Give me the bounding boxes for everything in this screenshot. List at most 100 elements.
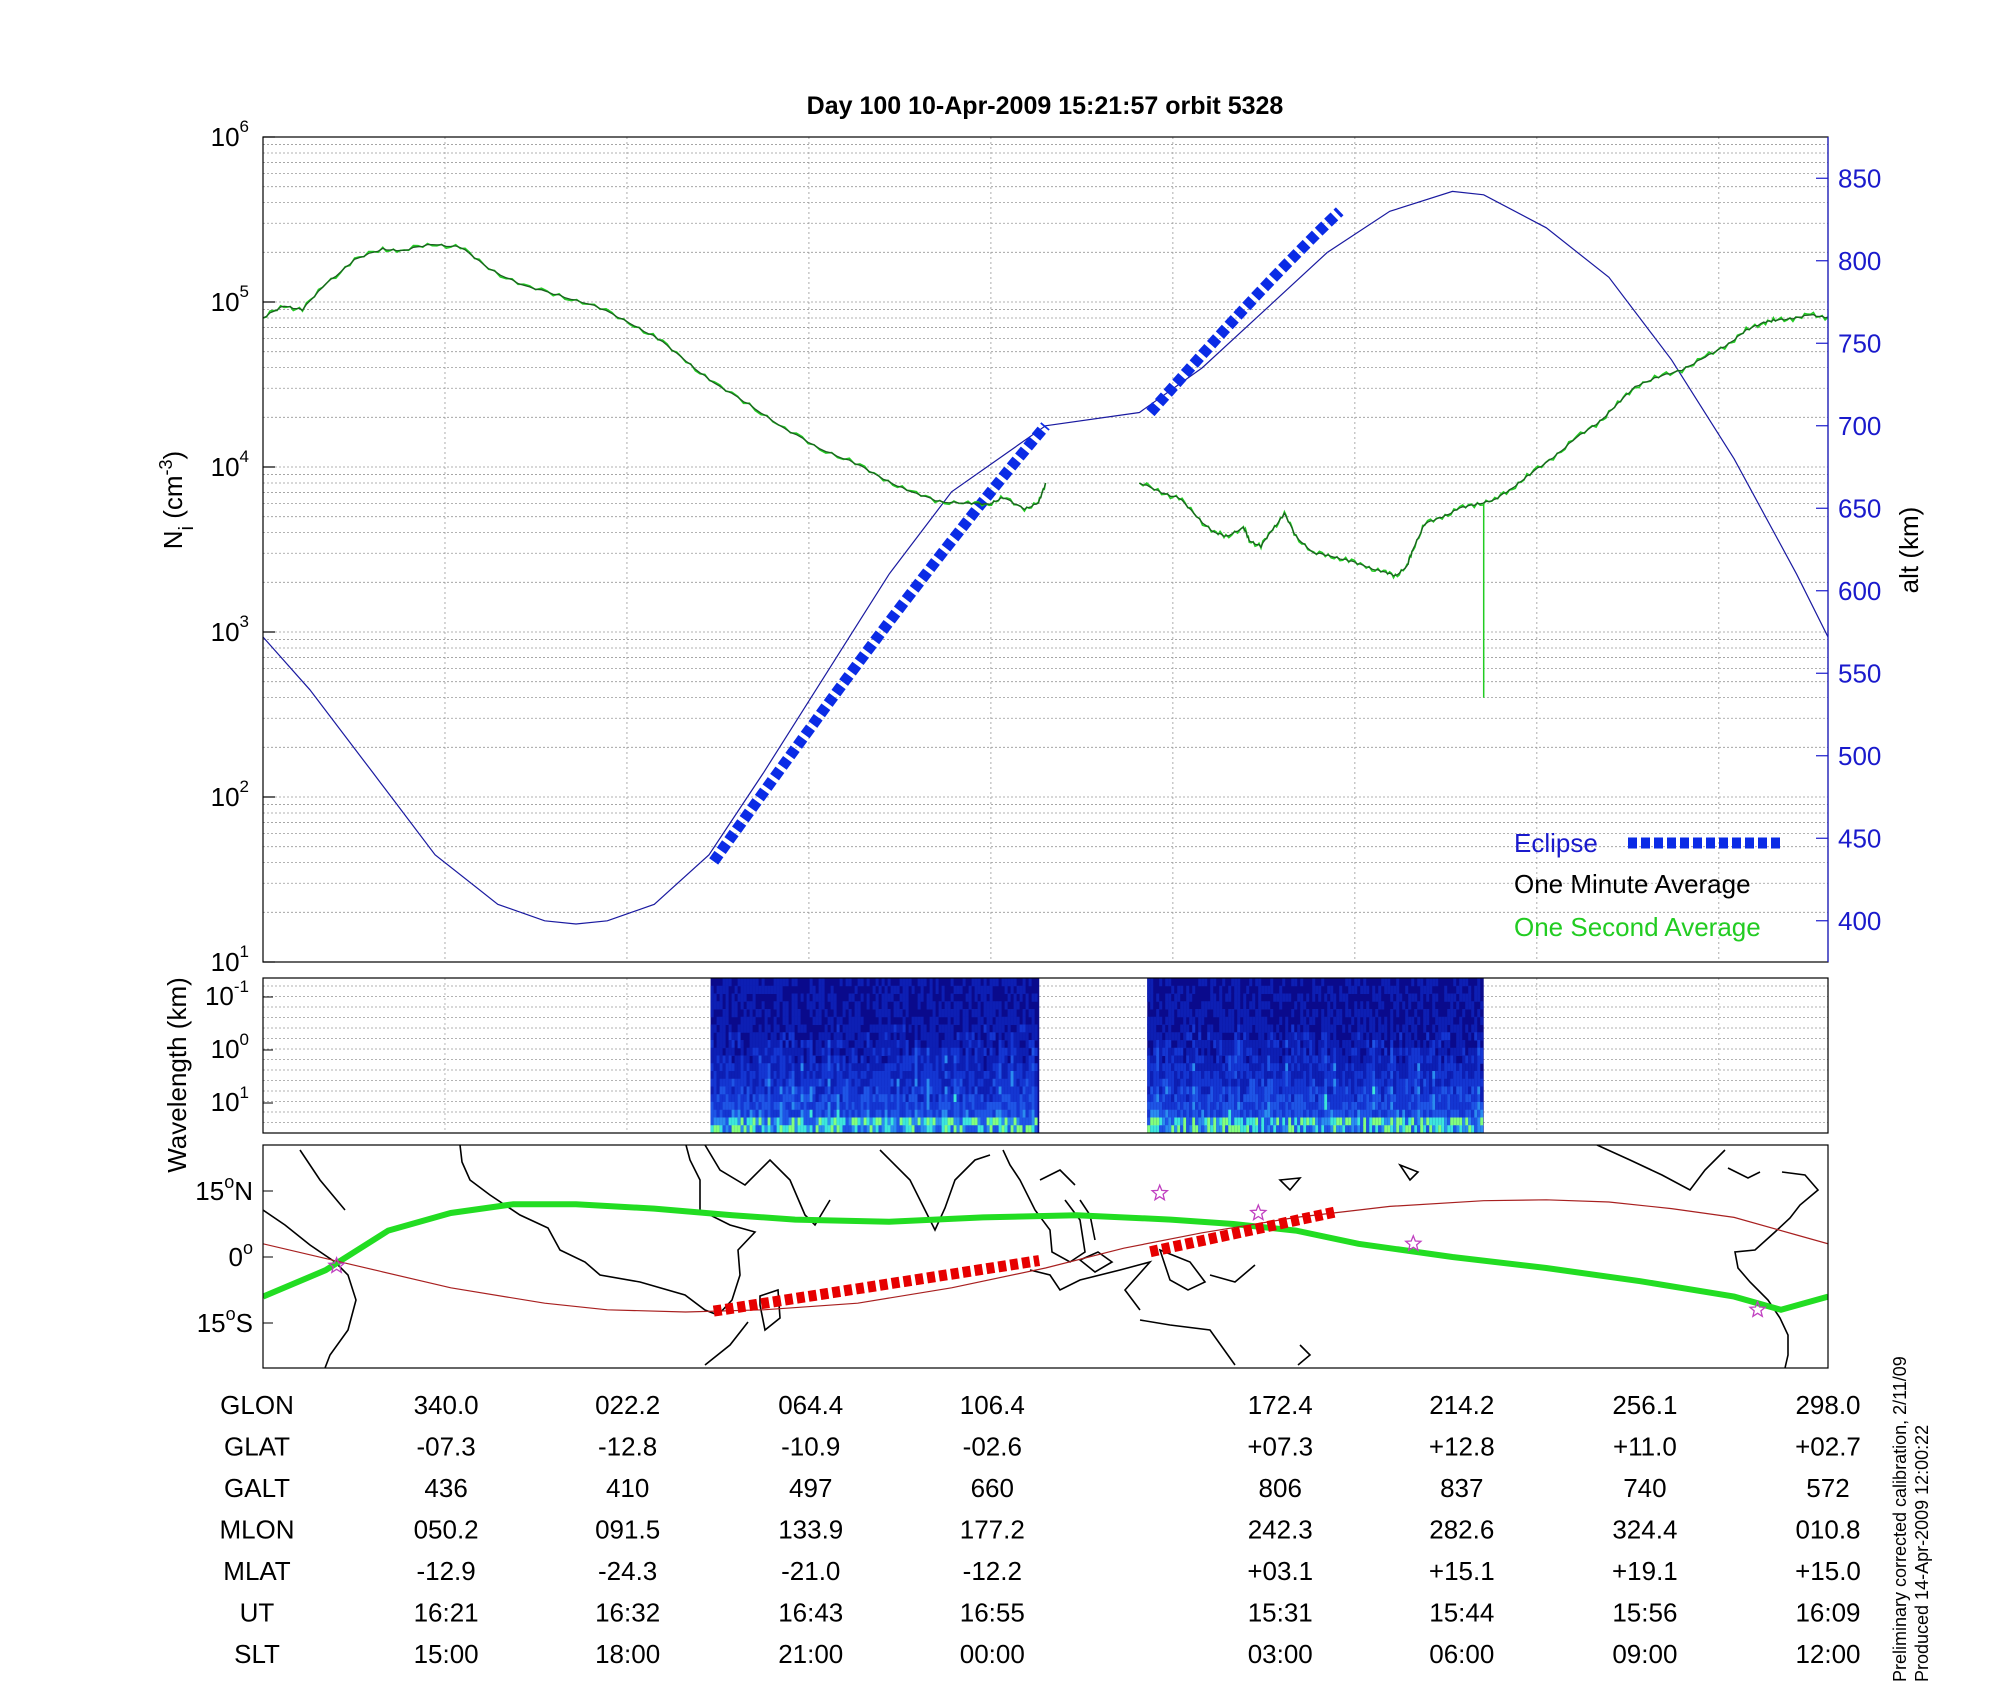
spectrogram-cell: [1237, 1078, 1241, 1087]
spectrogram-cell: [1219, 1016, 1223, 1025]
spectrogram-cell: [899, 1102, 903, 1111]
spectrogram-cell: [1294, 1094, 1298, 1103]
spectrogram-cell: [950, 1086, 954, 1095]
spectrogram-cell: [1315, 1078, 1319, 1087]
spectrogram-cell: [956, 1117, 960, 1126]
spectrogram-cell: [1393, 1071, 1397, 1080]
spectrogram-cell: [866, 1032, 870, 1041]
spectrogram-cell: [1273, 1063, 1277, 1072]
spectrogram-cell: [1459, 978, 1463, 987]
spectrogram-cell: [1270, 1117, 1274, 1126]
spectrogram-cell: [1462, 1040, 1466, 1049]
spectrogram-cell: [1264, 1024, 1268, 1033]
spectrogram-cell: [1267, 1024, 1271, 1033]
spectrogram-cell: [1357, 1040, 1361, 1049]
spectrogram-cell: [1246, 1047, 1250, 1056]
spectrogram-cell: [995, 1001, 999, 1010]
spectrogram-cell: [854, 1102, 858, 1111]
spectrogram-cell: [950, 978, 954, 987]
spectrogram-cell: [1420, 1063, 1424, 1072]
spectrogram-cell: [1354, 1125, 1358, 1133]
spectrogram-cell: [911, 1055, 915, 1064]
spectrogram-cell: [1174, 1032, 1178, 1041]
spectrogram-cell: [1207, 1078, 1211, 1087]
spectrogram-cell: [1261, 1125, 1265, 1133]
table-cell: 214.2: [1429, 1390, 1494, 1420]
spectrogram-cell: [803, 1102, 807, 1111]
one-second-average-line: [1138, 311, 1828, 580]
spectrogram-cell: [1004, 1063, 1008, 1072]
spectrogram-cell: [1210, 1055, 1214, 1064]
spectrogram-cell: [1219, 1063, 1223, 1072]
spectrogram-cell: [1315, 1055, 1319, 1064]
spectrogram-cell: [947, 1109, 951, 1118]
spectrogram-cell: [836, 1094, 840, 1103]
spectrogram-cell: [1303, 1086, 1307, 1095]
spectrogram-cell: [1228, 993, 1232, 1002]
spectrogram-cell: [1186, 1032, 1190, 1041]
spectrogram-cell: [770, 1086, 774, 1095]
spectrogram-cell: [827, 1063, 831, 1072]
spectrogram-cell: [872, 1102, 876, 1111]
spectrogram-cell: [1366, 1109, 1370, 1118]
spectrogram-cell: [1201, 1086, 1205, 1095]
spectrogram-cell: [1348, 1109, 1352, 1118]
spectrogram-cell: [728, 1117, 732, 1126]
spectrogram-cell: [836, 1040, 840, 1049]
spectrogram-cell: [1243, 1109, 1247, 1118]
table-cell: 16:43: [778, 1598, 843, 1628]
spectrogram-cell: [1013, 1071, 1017, 1080]
spectrogram-cell: [1372, 1117, 1376, 1126]
spectrogram-cell: [1312, 1094, 1316, 1103]
spectrogram-cell: [1375, 1086, 1379, 1095]
spectrogram-cell: [1174, 1102, 1178, 1111]
spectrogram-cell: [1270, 978, 1274, 987]
spectrogram-cell: [794, 1086, 798, 1095]
spectrogram-cell: [713, 1063, 717, 1072]
spectrogram-cell: [911, 985, 915, 994]
spectrogram-cell: [989, 1001, 993, 1010]
spectrogram-cell: [1171, 1009, 1175, 1018]
spectrogram-cell: [995, 1078, 999, 1087]
spectrogram-cell: [1222, 1117, 1226, 1126]
spectrogram-cell: [1258, 1071, 1262, 1080]
spectrogram-cell: [1345, 1078, 1349, 1087]
spectrogram-cell: [722, 1094, 726, 1103]
spectrogram-cell: [1387, 1094, 1391, 1103]
spectrogram-cell: [764, 1125, 768, 1133]
spectrogram-cell: [716, 1032, 720, 1041]
spectrogram-cell: [1411, 1109, 1415, 1118]
spectrogram-cell: [800, 1040, 804, 1049]
spectrogram-cell: [980, 1086, 984, 1095]
spectrogram-cell: [1186, 1086, 1190, 1095]
spectrogram-cell: [1022, 1125, 1026, 1133]
spectrogram-cell: [1019, 1078, 1023, 1087]
spectrogram-cell: [1186, 1071, 1190, 1080]
spectrogram-cell: [929, 1063, 933, 1072]
spectrogram-cell: [1360, 1094, 1364, 1103]
spectrogram-cell: [782, 1047, 786, 1056]
spectrogram-cell: [1357, 1094, 1361, 1103]
spectrogram-cell: [1007, 1102, 1011, 1111]
spectrogram-cell: [1321, 1032, 1325, 1041]
spectrogram-cell: [971, 1040, 975, 1049]
spectrogram-cell: [1477, 1032, 1481, 1041]
spectrogram-cell: [1477, 1047, 1481, 1056]
spectrogram-cell: [1153, 1125, 1157, 1133]
spectrogram-cell: [734, 1117, 738, 1126]
spectrogram-cell: [875, 1125, 879, 1133]
spectrogram-cell: [761, 1078, 765, 1087]
spectrogram-cell: [1028, 1071, 1032, 1080]
spectrogram-cell: [989, 1117, 993, 1126]
spectrogram-cell: [1213, 978, 1217, 987]
spectrogram-cell: [1240, 1109, 1244, 1118]
spectrogram-cell: [1264, 1001, 1268, 1010]
spectrogram-cell: [743, 1117, 747, 1126]
spectrogram-cell: [1348, 1086, 1352, 1095]
spectrogram-cell: [989, 1063, 993, 1072]
spectrogram-cell: [1450, 1125, 1454, 1133]
spectrogram-cell: [1441, 1047, 1445, 1056]
spectrogram-cell: [986, 1094, 990, 1103]
spectrogram-cell: [1303, 1024, 1307, 1033]
spectrogram-cell: [1477, 1009, 1481, 1018]
